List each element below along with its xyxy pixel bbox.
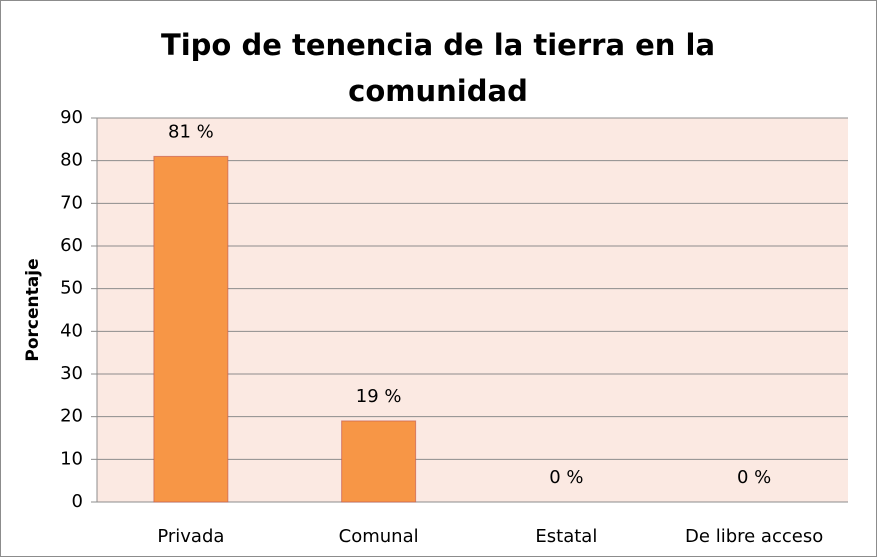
- y-tick-label: 30: [60, 363, 83, 384]
- value-label: 0 %: [737, 467, 771, 488]
- y-tick-label: 90: [60, 107, 83, 128]
- y-tick-label: 20: [60, 406, 83, 427]
- bar: [153, 155, 229, 503]
- y-tick-label: 80: [60, 150, 83, 171]
- bar: [341, 420, 417, 503]
- y-tick-label: 60: [60, 235, 83, 256]
- value-label: 19 %: [356, 386, 402, 407]
- y-tick-label: 10: [60, 448, 83, 469]
- x-tick-label: Comunal: [339, 526, 419, 547]
- x-tick-label: Estatal: [535, 526, 597, 547]
- y-axis-label: Porcentaje: [23, 258, 43, 361]
- x-tick-label: Privada: [157, 526, 224, 547]
- y-tick-label: 50: [60, 278, 83, 299]
- chart-title: Tipo de tenencia de la tierra en la comu…: [160, 28, 716, 108]
- y-tick-label: 0: [72, 491, 83, 512]
- x-tick-label: De libre acceso: [685, 526, 823, 547]
- value-label: 0 %: [549, 467, 583, 488]
- y-tick-label: 70: [60, 192, 83, 213]
- y-tick-label: 40: [60, 320, 83, 341]
- value-label: 81 %: [168, 121, 214, 142]
